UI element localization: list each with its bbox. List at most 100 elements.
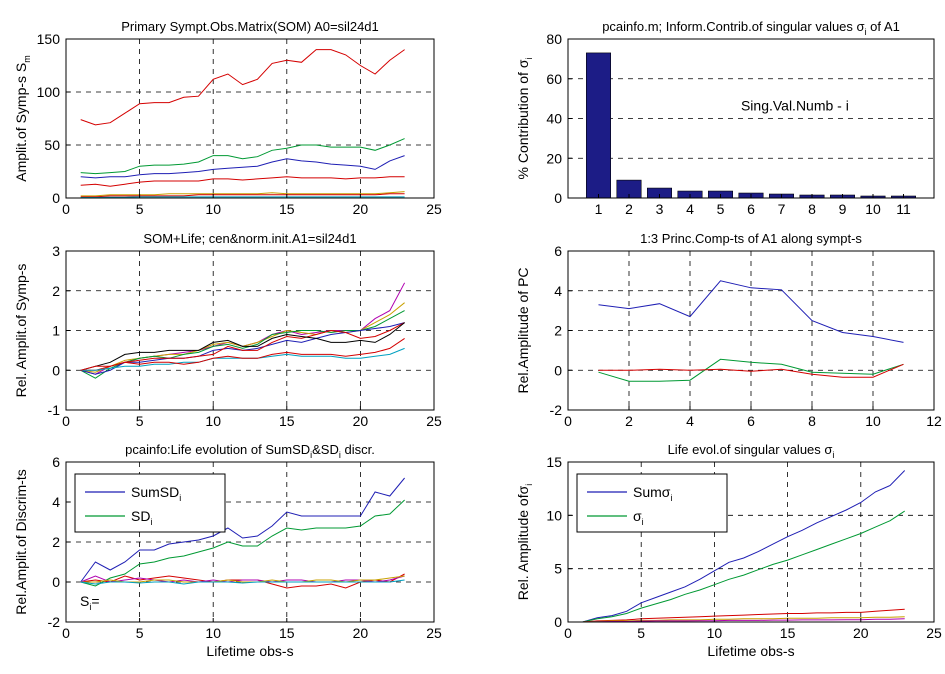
legend-label: SumSDi [131,484,181,503]
subscript: i [832,450,834,460]
subscript: i [865,27,867,37]
legend: SumSDi SDi [74,473,226,533]
series-line-6 [80,322,405,371]
chart-title: 1:3 Princ.Comp-ts of A1 along sympt-s [640,231,862,246]
y-tick-label: 50 [44,137,60,153]
title-text: pcainfo.m; Inform.Contrib.of singular va… [602,19,864,34]
x-tick-label: 0 [62,625,70,641]
series-line-3 [80,155,405,179]
tick-labels: 0 5 10 15 20 25 0 50 100 150 [37,31,442,217]
x-axis-label: Lifetime obs-s [206,643,293,659]
x-tick-label: 7 [778,201,786,217]
series-line-1 [80,477,405,583]
x-tick-label: 20 [853,625,869,641]
series-line-5 [80,575,405,583]
x-tick-label: 12 [926,413,942,429]
y-tick-label: 0 [52,574,60,590]
series-line-2 [598,358,904,382]
x-tick-label: 25 [426,201,442,217]
y-label-text: Rel. Amplit.of Symp-s [13,264,29,398]
x-axis-label: Lifetime obs-s [707,643,794,659]
x-tick-label: 0 [62,413,70,429]
x-tick-label: 4 [686,201,694,217]
y-label-text: Rel.Amplitude of PC [515,267,531,393]
title-text: Life evol.of singular values σ [668,442,833,457]
y-tick-label: 10 [546,507,562,523]
chart-title: pcainfo.m; Inform.Contrib.of singular va… [602,19,900,37]
y-tick-label: 1 [52,323,60,339]
series-line-2 [582,510,905,623]
chart-title: Primary Sympt.Obs.Matrix(SOM) A0=sil24d1 [121,19,379,34]
title-text: pcainfo:Life evolution of SumSD [125,442,310,457]
legend-text: Sumσ [633,484,671,500]
x-tick-label: 5 [637,625,645,641]
subscript: i [339,450,341,460]
y-tick-label: 40 [546,111,562,127]
grid [568,78,934,159]
y-tick-label: 2 [52,283,60,299]
series-line-2 [80,499,405,587]
grid [66,251,434,410]
series-line-1 [80,49,405,126]
x-tick-label: 1 [595,201,603,217]
chart-panel-6: 0 5 10 15 20 25 0 5 10 15 Life evol.of singular va… [515,442,942,659]
x-tick-label: 3 [656,201,664,217]
series-line-8 [80,337,405,371]
series-line-5 [80,322,405,371]
axes-frame [567,461,935,623]
y-label-text: % Contribution of σ [515,59,531,179]
text-tail: discr. [341,442,375,457]
y-axis-label: % Contribution of σi [515,58,534,180]
subscript: i [642,517,644,527]
y-tick-label: 150 [37,31,61,47]
tick-labels: 1 2 3 4 5 6 7 8 9 10 11 0 20 40 60 80 [546,31,911,217]
x-tick-label: 10 [707,625,723,641]
y-tick-label: 60 [546,71,562,87]
series-line-3 [598,363,904,378]
legend-label: Sumσi [633,484,672,503]
series-line-2 [80,138,405,175]
y-tick-label: 0 [52,362,60,378]
legend-label: SDi [131,508,152,527]
legend-text: σ [633,508,642,524]
x-tick-label: 5 [136,201,144,217]
chart-panel-1: 0 5 10 15 20 25 0 50 100 150 Primary Sympt.Obs.Mat… [13,19,442,217]
x-tick-label: 25 [926,625,942,641]
grid [568,251,934,410]
y-tick-label: 4 [554,283,562,299]
y-axis-label: Rel.Amplitude of PC [515,267,531,393]
x-tick-label: 25 [426,625,442,641]
legend-label: σi [633,508,644,527]
y-axis-label: Rel.Amplit.of Discrim-ts [13,469,29,614]
x-tick-label: 15 [279,625,295,641]
x-tick-label: 2 [625,201,633,217]
x-tick-label: 15 [279,413,295,429]
x-tick-label: 0 [564,625,572,641]
y-tick-label: -1 [48,402,61,418]
text-tail: &SD [312,442,339,457]
x-tick-label: 15 [279,201,295,217]
y-tick-label: 2 [554,323,562,339]
grid [568,462,934,622]
y-label-text: Rel. Amplitude ofσ [515,485,531,600]
subscript: i [89,602,91,612]
subscript: i [524,58,534,60]
series-line-6 [80,579,405,585]
x-tick-label: 20 [353,201,369,217]
text-tail: = [91,593,99,609]
chart-title: SOM+Life; cen&norm.init.A1=sil24d1 [143,231,356,246]
subscript: i [179,493,181,503]
y-tick-label: -2 [48,614,61,630]
tick-labels: 0 5 10 15 20 25 0 5 10 15 [546,454,942,641]
bar-1 [585,52,611,199]
subscript: i [150,517,152,527]
title-text: 1:3 Princ.Comp-ts of A1 along sympt-s [640,231,862,246]
text-tail: of A1 [867,19,900,34]
y-label-text: Rel.Amplit.of Discrim-ts [13,469,29,614]
x-tick-label: 15 [780,625,796,641]
